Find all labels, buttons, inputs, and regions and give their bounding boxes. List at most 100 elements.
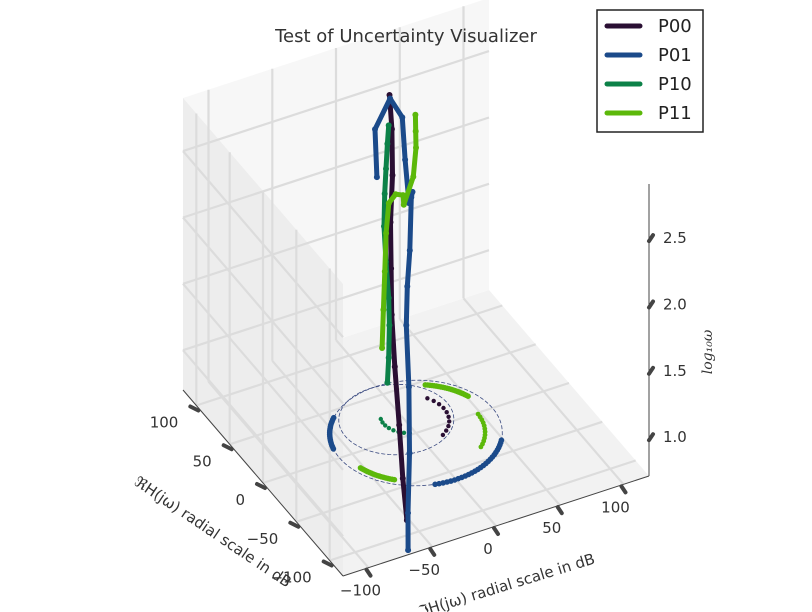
series-point-p10 [385,354,392,361]
series-point-p11 [381,268,388,275]
base-dot-p00 [425,396,430,401]
x-tick-label: 100 [150,414,179,432]
series-point-p01 [408,194,415,201]
grid-line-z [182,182,490,285]
series-point-p01 [403,322,410,329]
base-dot-p10 [383,423,388,428]
series-point-p11 [400,192,406,199]
grid-line-y [398,318,561,506]
x-tick-mark [188,404,201,413]
base-dot-p11 [465,393,471,400]
z-tick-mark [647,299,655,310]
grid-line-y [207,380,370,569]
base-dot-p00 [446,414,451,419]
series-point-p11 [385,200,392,207]
y-axis-line [342,475,650,577]
tick-marks [182,184,655,578]
series-point-p00 [389,172,396,179]
series-point-p00 [396,422,403,428]
x-tick-mark [288,520,301,529]
chart-title: Test of Uncertainty Visualizer [274,26,537,47]
series-point-p11 [412,128,419,135]
series-line-p00 [387,92,410,523]
series-point-p01 [406,247,413,254]
y-tick-label: −50 [408,561,440,579]
series-point-p10 [385,295,392,301]
series-point-p11 [410,173,417,180]
y-tick-label: 100 [601,498,630,516]
grid-line-z [182,150,344,338]
legend: P00 P01 P10 P11 [596,9,704,133]
x-tick-label: −100 [270,569,311,587]
base-dot-p10 [380,420,385,425]
x-tick-mark [321,559,334,568]
series-point-p00 [391,363,398,370]
series-point-p10 [381,190,388,197]
series-point-p11 [412,111,419,118]
series-point-p10 [384,140,391,147]
series-point-p11 [380,306,387,313]
base-dot-p01 [432,481,438,488]
z-tick-label: 1.5 [663,362,687,380]
z-tick-labels: 1.0 1.5 2.0 2.5 [663,229,687,446]
z-tick-label: 2.5 [663,229,687,247]
y-tick-mark [619,484,628,495]
series-point-p01 [406,200,412,207]
grid-line-y [462,297,625,486]
z-tick-label: 1.0 [663,428,687,446]
base-projection [326,379,505,488]
base-dot-p00 [440,432,446,438]
base-dot-p10 [401,430,407,435]
series-point-p01 [373,174,380,181]
x-tick-label: 50 [193,452,212,470]
base-dot-p00 [444,428,449,433]
x-tick-mark [221,443,234,452]
base-dot-p00 [447,419,452,424]
legend-label-p10: P10 [658,74,692,95]
grid-line-z [182,249,490,352]
base-dot-p00 [446,423,451,429]
x-tick-label: 0 [235,491,245,509]
base-dot-p00 [441,405,446,411]
y-tick-mark [555,505,564,516]
series-point-p01 [405,384,412,390]
x-tick-label: −50 [247,530,279,548]
series-point-p00 [388,265,395,272]
grid-line-z [182,50,490,153]
y-axis-label: ℑH(jω) radial scale in dB [416,550,597,612]
z-tick-label: 2.0 [663,295,687,313]
y-tick-label: 50 [542,519,561,537]
series-point-p10 [384,379,391,386]
series-point-p11 [379,345,386,351]
axis-panes [183,0,649,576]
legend-label-p01: P01 [658,45,692,66]
legend-label-p00: P00 [658,16,692,37]
z-tick-mark [647,432,655,443]
grid-line-z [182,116,490,219]
series-point-p10 [386,322,393,329]
z-tick-mark [647,365,655,376]
series-point-p11 [383,230,390,237]
series-point-p11 [413,144,419,151]
grid-lines [182,6,637,569]
series-point-p01 [372,126,378,133]
base-ellipse-inner [338,383,455,456]
series-point-p00 [399,475,406,482]
base-dot-p11 [478,444,484,450]
series-point-p11 [400,201,407,208]
base-dot-p00 [431,398,436,404]
base-dot-p00 [436,402,442,407]
grid-line-z [182,349,344,537]
grid-line-z [182,216,344,405]
series-point-p01 [404,283,411,290]
series-point-p01 [406,450,413,457]
base-dot-p00 [444,410,449,415]
x-tick-labels: −100 −50 0 50 100 [150,414,312,587]
y-tick-label: −100 [340,582,381,600]
series-point-p01 [405,547,412,554]
grid-line-z [182,283,344,471]
series-point-p10 [385,122,392,129]
series-lines [372,92,419,554]
y-tick-mark [428,546,437,557]
z-axis-label: log₁₀ω [700,329,716,374]
